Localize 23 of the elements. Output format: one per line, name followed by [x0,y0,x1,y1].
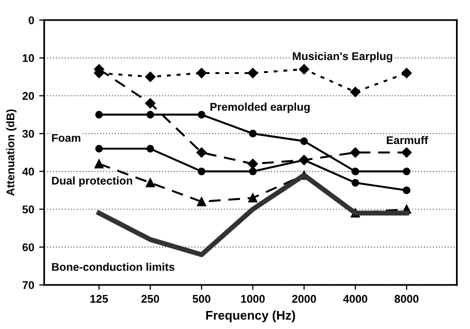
y-tick-label: 50 [22,206,34,214]
series-label: Musician's Earplug [292,52,392,62]
x-tick-label: 8000 [394,294,419,303]
y-tick-label: 30 [22,130,34,138]
x-tick-label: 125 [90,294,108,303]
x-tick-label: 2000 [292,294,316,303]
y-tick-label: 40 [22,168,34,176]
series-label: Bone-conduction limits [52,262,174,271]
y-tick-label: 10 [22,54,34,62]
series-label: Earmuff [386,136,428,144]
y-axis-title: Attenuation (dB) [6,110,17,196]
x-axis-title: Frequency (Hz) [206,310,296,322]
series-label: Premolded earplug [210,102,310,114]
y-tick-label: 20 [22,92,34,100]
x-tick-label: 4000 [343,294,368,303]
series-label: Dual protection [52,176,132,187]
series-label: Foam [52,134,80,142]
x-tick-label: 250 [141,294,160,303]
y-tick-label: 70 [22,281,34,290]
y-tick-label: 0 [28,16,34,24]
y-tick-label: 60 [22,243,34,252]
x-tick-label: 1000 [241,294,265,303]
x-tick-label: 500 [192,294,210,303]
